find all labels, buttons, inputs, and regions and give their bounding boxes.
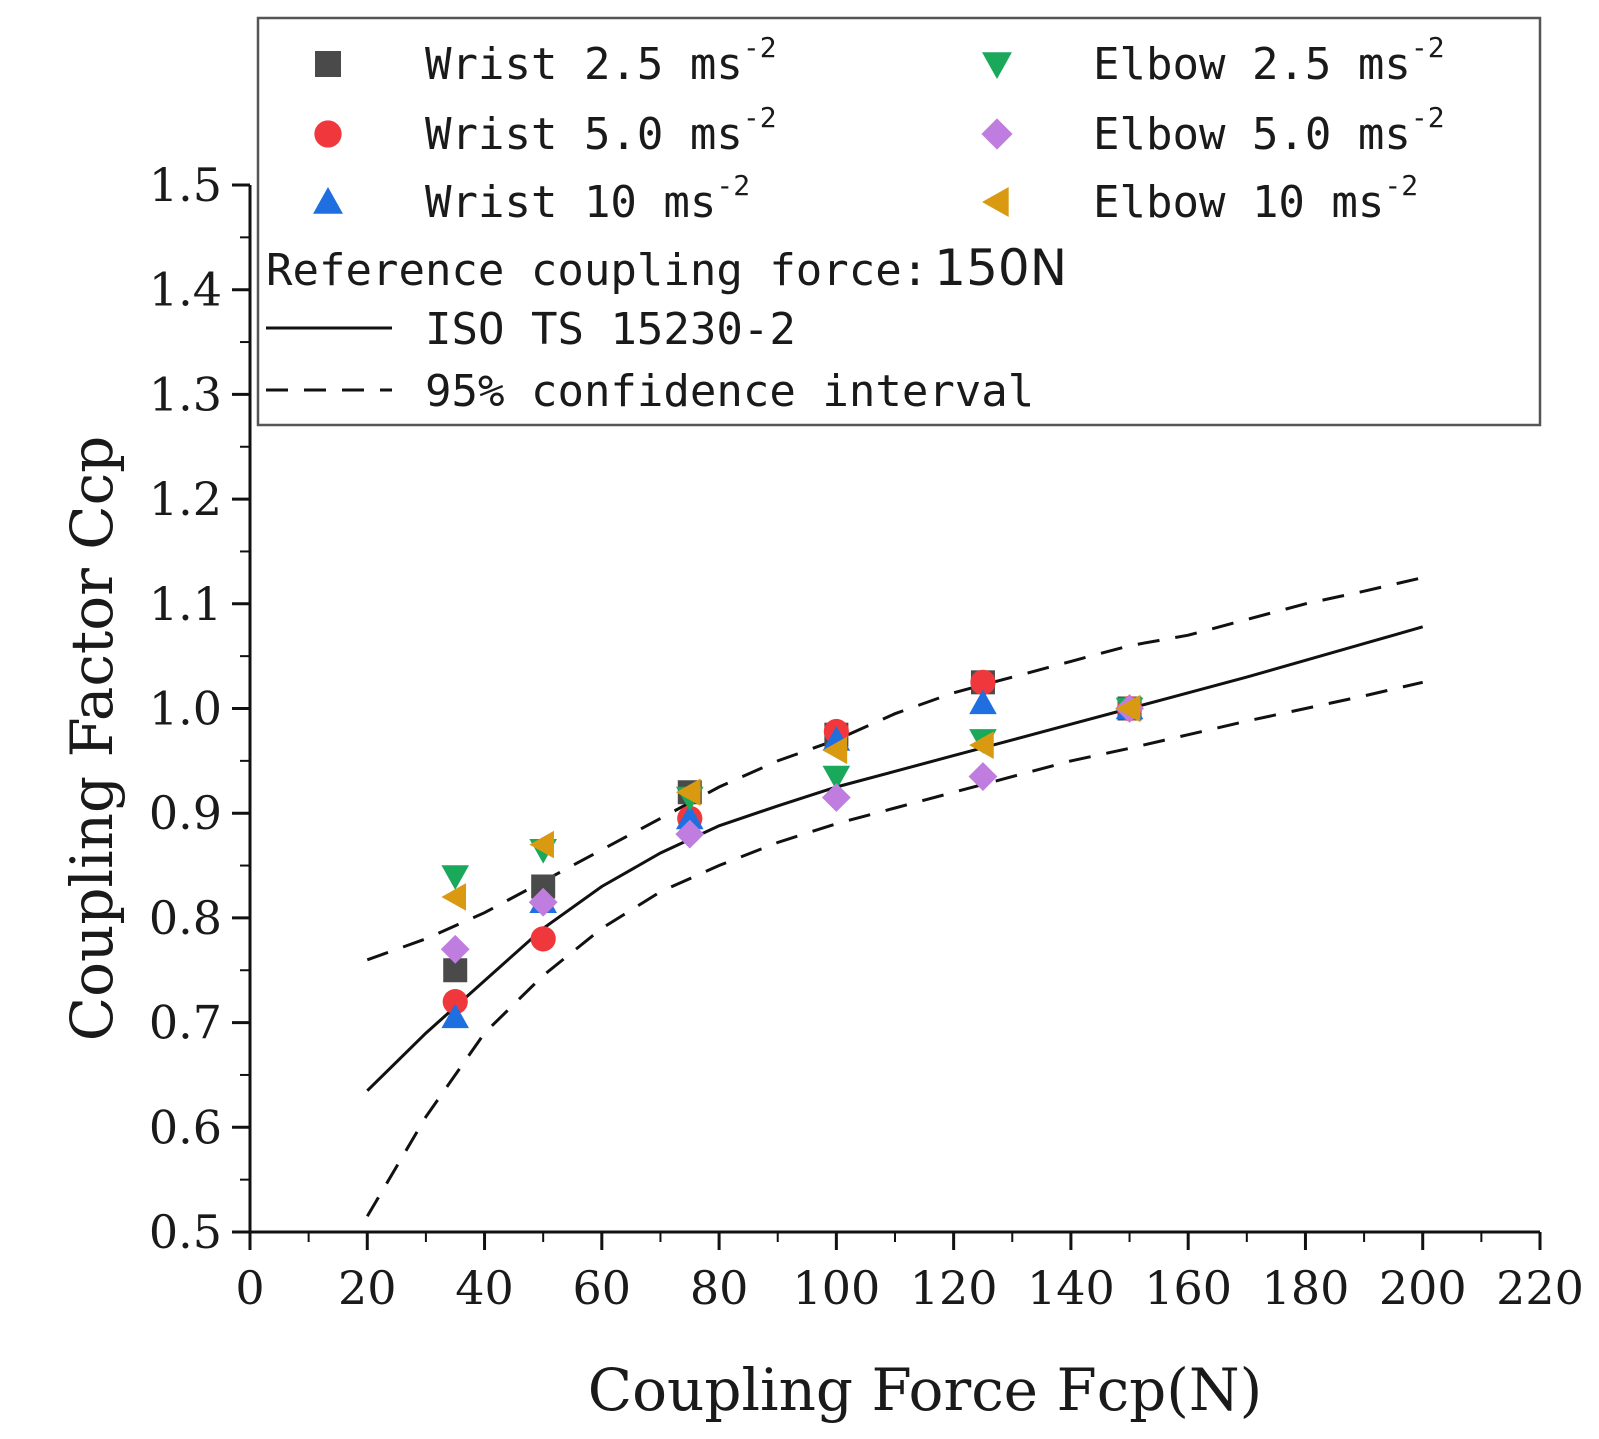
legend-ci-label: 95% confidence interval bbox=[425, 366, 1034, 417]
legend-iso-label: ISO TS 15230-2 bbox=[425, 304, 796, 355]
y-tick-label: 1.2 bbox=[149, 472, 222, 526]
x-tick-label: 140 bbox=[1027, 1261, 1115, 1315]
x-tick-label: 0 bbox=[235, 1261, 264, 1315]
legend-entry-sup: -2 bbox=[743, 31, 777, 64]
data-point-circle bbox=[442, 989, 468, 1015]
legend-entry-sup: -2 bbox=[1411, 31, 1445, 64]
data-point-diamond bbox=[528, 887, 558, 917]
y-tick-label: 1.4 bbox=[149, 263, 222, 317]
x-tick-label: 200 bbox=[1379, 1261, 1467, 1315]
legend-entry-main: Wrist 5.0 ms bbox=[425, 109, 743, 160]
data-point-diamond bbox=[440, 934, 470, 964]
legend-entry-label: Elbow 10 ms-2 bbox=[1093, 169, 1418, 228]
iso-curve-line bbox=[366, 625, 1424, 1092]
data-point-diamond bbox=[968, 762, 998, 791]
data-point-diamond bbox=[821, 783, 851, 812]
y-tick-label: 0.6 bbox=[149, 1100, 222, 1154]
x-tick-label: 180 bbox=[1262, 1261, 1350, 1315]
x-tick-label: 160 bbox=[1144, 1261, 1232, 1315]
data-point-circle bbox=[970, 669, 996, 695]
data-point-triangle-left bbox=[675, 778, 701, 807]
legend-reference-text: Reference coupling force: 150N bbox=[266, 239, 1067, 297]
data-point-triangle-left bbox=[441, 883, 467, 911]
x-tick-label: 100 bbox=[792, 1261, 880, 1315]
y-tick-label: 1.5 bbox=[149, 158, 222, 212]
legend-entry-sup: -2 bbox=[1411, 101, 1445, 134]
legend-entry-label: Wrist 2.5 ms-2 bbox=[425, 31, 777, 90]
legend-marker-diamond bbox=[981, 118, 1013, 150]
x-tick-label: 40 bbox=[455, 1261, 514, 1315]
data-point-triangle-left bbox=[529, 830, 554, 859]
x-tick-label: 20 bbox=[338, 1261, 397, 1315]
data-point-circle bbox=[530, 926, 556, 952]
data-point-triangle-up bbox=[441, 1003, 470, 1029]
legend-entry-label: Wrist 5.0 ms-2 bbox=[425, 101, 777, 160]
data-point-triangle-left bbox=[969, 731, 994, 759]
legend-reference-label: Reference coupling force: bbox=[266, 245, 928, 296]
y-tick-label: 1.3 bbox=[149, 367, 222, 421]
y-tick-label: 1.0 bbox=[149, 682, 222, 736]
x-tick-label: 220 bbox=[1496, 1261, 1584, 1315]
y-tick-label: 0.9 bbox=[149, 786, 222, 840]
x-axis-title: Coupling Force Fcp(N) bbox=[588, 1356, 1263, 1424]
x-tick-label: 60 bbox=[573, 1261, 632, 1315]
y-tick-label: 0.8 bbox=[149, 891, 222, 945]
legend-marker-triangle-down bbox=[982, 52, 1012, 79]
legend-marker-circle bbox=[314, 120, 342, 148]
data-point-triangle-down bbox=[822, 765, 851, 791]
x-tick-label: 120 bbox=[910, 1261, 998, 1315]
confidence-interval-line bbox=[366, 680, 1424, 1218]
data-point-diamond bbox=[675, 819, 705, 849]
legend-entry-main: Elbow 10 ms bbox=[1093, 177, 1384, 228]
legend-entry-label: Elbow 2.5 ms-2 bbox=[1093, 31, 1445, 90]
data-point-triangle-up bbox=[969, 689, 997, 715]
legend-entry-main: Elbow 2.5 ms bbox=[1093, 39, 1411, 90]
y-tick-label: 0.5 bbox=[149, 1205, 222, 1259]
data-point-triangle-left bbox=[822, 736, 848, 765]
y-tick-label: 1.1 bbox=[149, 577, 222, 631]
legend-entry-main: Wrist 10 ms bbox=[425, 177, 716, 228]
legend-marker-square bbox=[315, 51, 341, 77]
legend-entry-sup: -2 bbox=[743, 101, 777, 134]
legend-entry-label: Elbow 5.0 ms-2 bbox=[1093, 101, 1445, 160]
legend-marker-triangle-left bbox=[982, 187, 1009, 217]
legend-reference-value: 150N bbox=[934, 239, 1067, 297]
legend-marker-triangle-up bbox=[313, 187, 343, 214]
y-axis-title: Coupling Factor Ccp bbox=[58, 436, 126, 1042]
legend-entry-sup: -2 bbox=[1384, 169, 1418, 202]
legend-entry-label: Wrist 10 ms-2 bbox=[425, 169, 750, 228]
legend-entry-main: Wrist 2.5 ms bbox=[425, 39, 743, 90]
x-tick-label: 80 bbox=[690, 1261, 749, 1315]
data-point-triangle-left bbox=[1115, 694, 1141, 723]
y-tick-label: 0.7 bbox=[149, 996, 222, 1050]
data-point-triangle-up bbox=[675, 804, 704, 830]
confidence-interval-line bbox=[366, 576, 1424, 962]
legend-entry-sup: -2 bbox=[716, 169, 750, 202]
legend-box bbox=[256, 16, 1542, 427]
legend-entry-main: Elbow 5.0 ms bbox=[1093, 109, 1411, 160]
data-point-triangle-down bbox=[441, 865, 470, 890]
